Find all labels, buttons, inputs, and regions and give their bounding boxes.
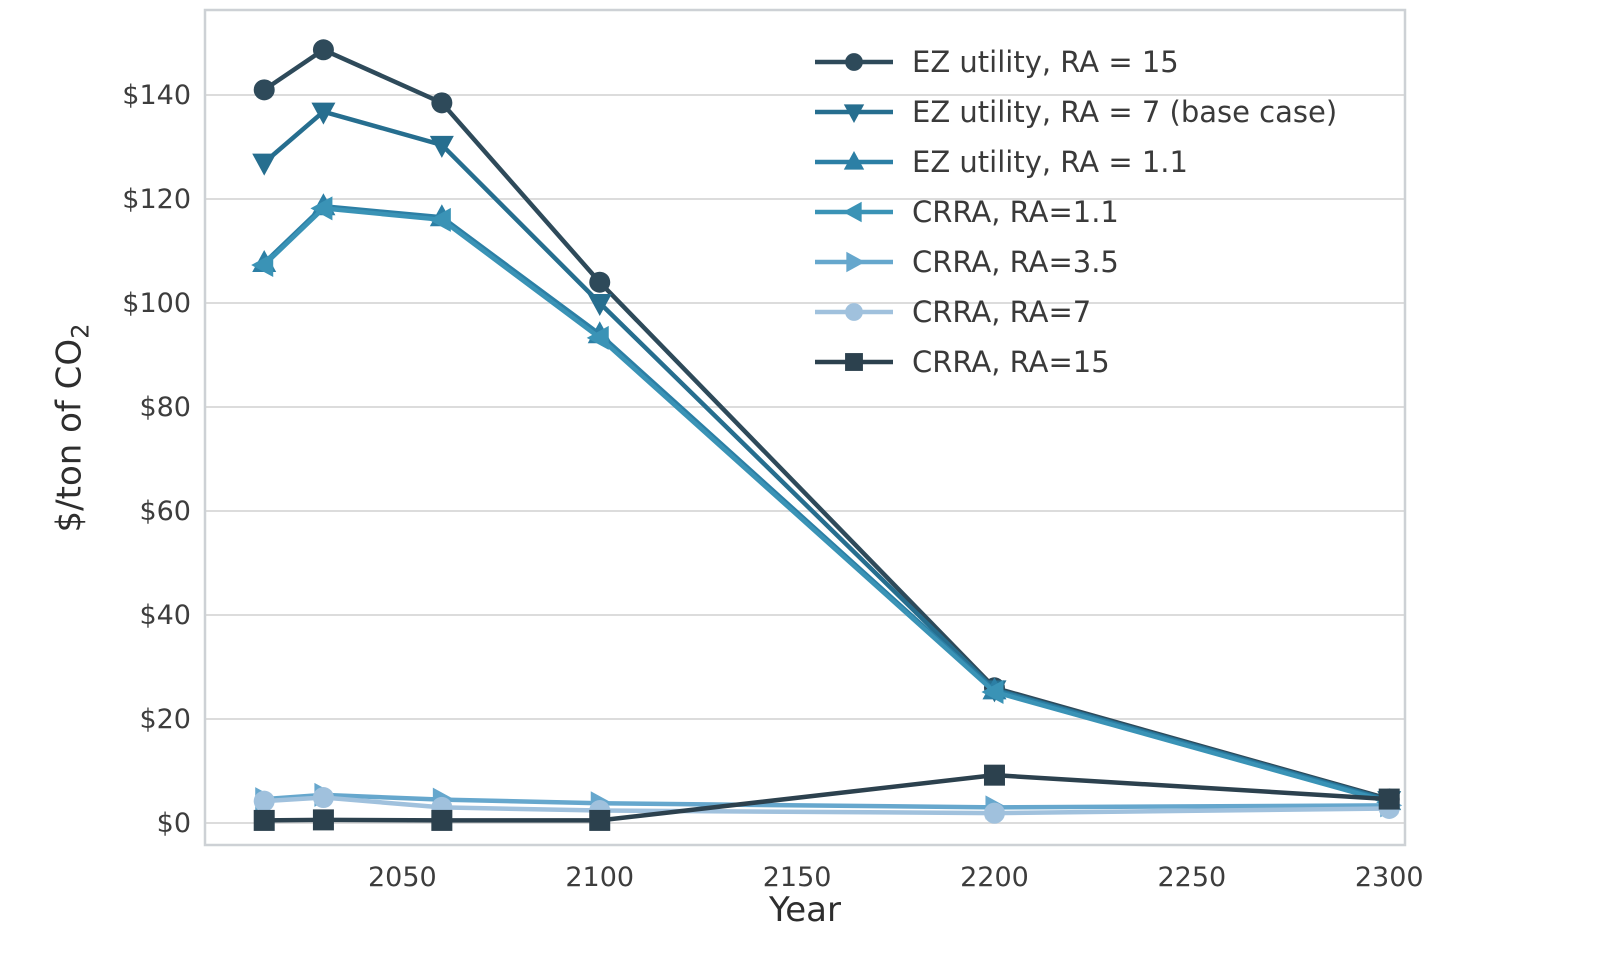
legend-item-ez-utility-ra-15: EZ utility, RA = 15 [812, 37, 1337, 87]
triangle-left-glyph [842, 201, 862, 223]
series-crra-ra-1.1-marker-2030 [310, 196, 333, 221]
series-crra-ra-7-marker-2015 [253, 790, 275, 812]
y-axis-title-text: $/ton of CO [49, 338, 90, 533]
series-crra-ra-15-marker-2030 [312, 809, 334, 831]
legend-label: CRRA, RA=3.5 [912, 245, 1119, 279]
plot-frame [203, 8, 1407, 847]
series-ez-utility-ra-15-marker-2060 [431, 92, 453, 114]
series-ez-utility-ra-15-marker-2015 [253, 79, 275, 101]
square-glyph [845, 353, 863, 371]
series-crra-ra-15-marker-2200 [983, 764, 1005, 786]
triangle-up-legend-icon [815, 150, 893, 170]
x-axis-title: Year [769, 890, 841, 930]
series-ez-utility-ra-15-marker-2030 [312, 39, 334, 61]
square-legend-icon [815, 353, 893, 371]
y-axis-title-subscript: 2 [66, 323, 95, 339]
legend-item-ez-utility-ra-1.1: EZ utility, RA = 1.1 [812, 137, 1337, 187]
series-crra-ra-7-marker-2030 [312, 787, 334, 809]
legend-label: CRRA, RA=15 [912, 345, 1110, 379]
legend-item-crra-ra-1.1: CRRA, RA=1.1 [812, 187, 1337, 237]
legend-item-crra-ra-3.5: CRRA, RA=3.5 [812, 237, 1337, 287]
legend-item-crra-ra-7: CRRA, RA=7 [812, 287, 1337, 337]
legend-item-ez-utility-ra-7-base-case: EZ utility, RA = 7 (base case) [812, 87, 1337, 137]
y-tick-label-80: $80 [139, 392, 191, 423]
series-crra-ra-15-marker-2100 [589, 809, 611, 831]
legend: EZ utility, RA = 15 EZ utility, RA = 7 (b… [812, 37, 1337, 387]
series-ez-utility-ra-7-base-case-marker-2100 [587, 294, 612, 317]
series-crra-ra-15-marker-2015 [253, 809, 275, 831]
legend-label: CRRA, RA=1.1 [912, 195, 1119, 229]
legend-label: EZ utility, RA = 1.1 [912, 145, 1188, 179]
series-ez-utility-ra-7-base-case-marker-2015 [252, 153, 277, 176]
series-ez-utility-ra-7-base-case-marker-2030 [311, 102, 336, 125]
series-crra-ra-7-marker-2200 [983, 802, 1005, 824]
y-tick-label-140: $140 [122, 80, 191, 111]
x-tick-label-2250: 2250 [1157, 862, 1226, 893]
triangle-down-legend-icon [815, 104, 893, 124]
legend-label: EZ utility, RA = 7 (base case) [912, 95, 1338, 129]
legend-label: CRRA, RA=7 [912, 295, 1092, 329]
x-tick-label-2050: 2050 [368, 862, 437, 893]
triangle-left-legend-icon [815, 201, 893, 223]
x-tick-label-2150: 2150 [763, 862, 832, 893]
legend-label: EZ utility, RA = 15 [912, 45, 1179, 79]
legend-item-crra-ra-15: CRRA, RA=15 [812, 337, 1337, 387]
circle-legend-icon [815, 53, 893, 71]
y-axis-title: $/ton of CO2 [50, 324, 95, 533]
series-ez-utility-ra-7-base-case-marker-2060 [429, 135, 454, 158]
x-tick-label-2200: 2200 [960, 862, 1029, 893]
y-tick-label-40: $40 [139, 600, 191, 631]
triangle-right-glyph [846, 251, 866, 273]
circle-glyph [845, 53, 863, 71]
series-crra-ra-15-marker-2060 [431, 809, 453, 831]
y-tick-label-120: $120 [122, 184, 191, 215]
series-crra-ra-1.1-marker-2100 [586, 325, 609, 350]
x-tick-label-2300: 2300 [1355, 862, 1424, 893]
series-ez-utility-ra-15-marker-2100 [589, 271, 611, 293]
triangle-right-legend-icon [815, 251, 893, 273]
series-crra-ra-1.1-marker-2200 [981, 679, 1004, 704]
triangle-down-glyph [843, 104, 865, 124]
y-tick-label-100: $100 [122, 288, 191, 319]
x-tick-label-2100: 2100 [565, 862, 634, 893]
triangle-up-glyph [843, 150, 865, 170]
series-crra-ra-1.1-marker-2015 [251, 253, 274, 278]
circle-glyph [845, 303, 863, 321]
series-crra-ra-15-marker-2300 [1378, 788, 1400, 810]
y-tick-label-0: $0 [157, 808, 191, 839]
series-crra-ra-1.1-marker-2060 [428, 207, 451, 232]
y-tick-label-20: $20 [139, 704, 191, 735]
y-tick-label-60: $60 [139, 496, 191, 527]
circle-legend-icon [815, 303, 893, 321]
series-crra-ra-1.1-line [262, 206, 1390, 805]
